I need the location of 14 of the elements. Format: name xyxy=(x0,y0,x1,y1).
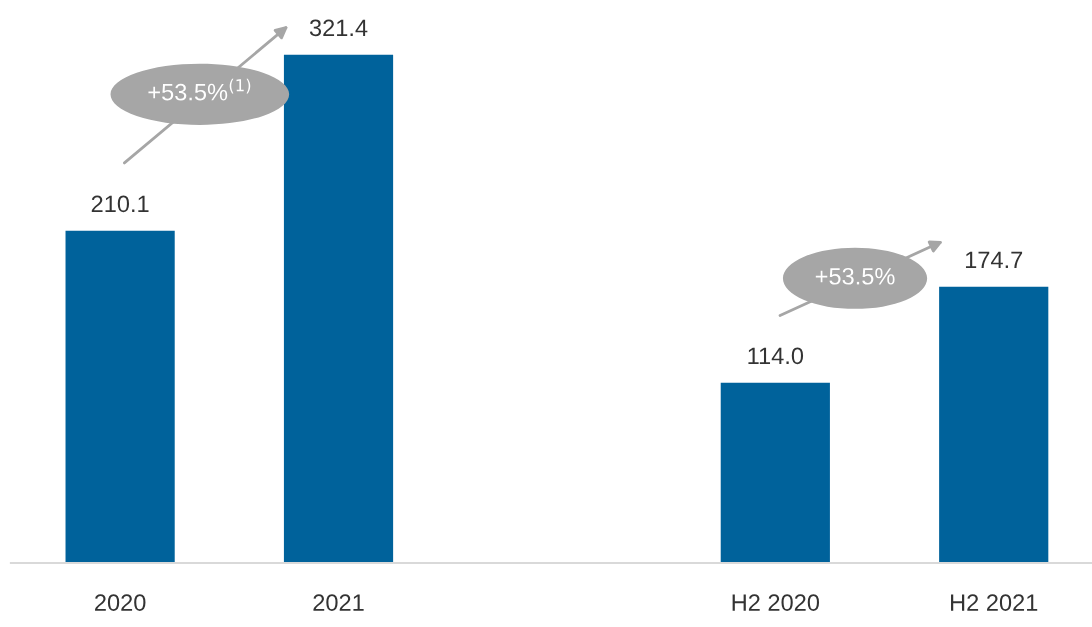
x-tick-label: H2 2021 xyxy=(951,594,1038,611)
bar xyxy=(283,54,394,564)
data-label: 321.4 xyxy=(309,19,368,37)
bar xyxy=(939,286,1049,564)
bar xyxy=(65,230,175,564)
x-tick-label: 2020 xyxy=(95,594,146,611)
annotation: +53.5%$^{(1)}$ xyxy=(148,78,251,101)
data-label: 114.0 xyxy=(748,347,804,365)
bar xyxy=(720,382,830,564)
annotation: +53.5% xyxy=(815,267,895,285)
x-tick-label: H2 2020 xyxy=(732,594,820,611)
data-label: 174.7 xyxy=(965,251,1023,268)
data-label: 210.1 xyxy=(91,195,149,213)
x-tick-label: 2021 xyxy=(313,594,364,611)
